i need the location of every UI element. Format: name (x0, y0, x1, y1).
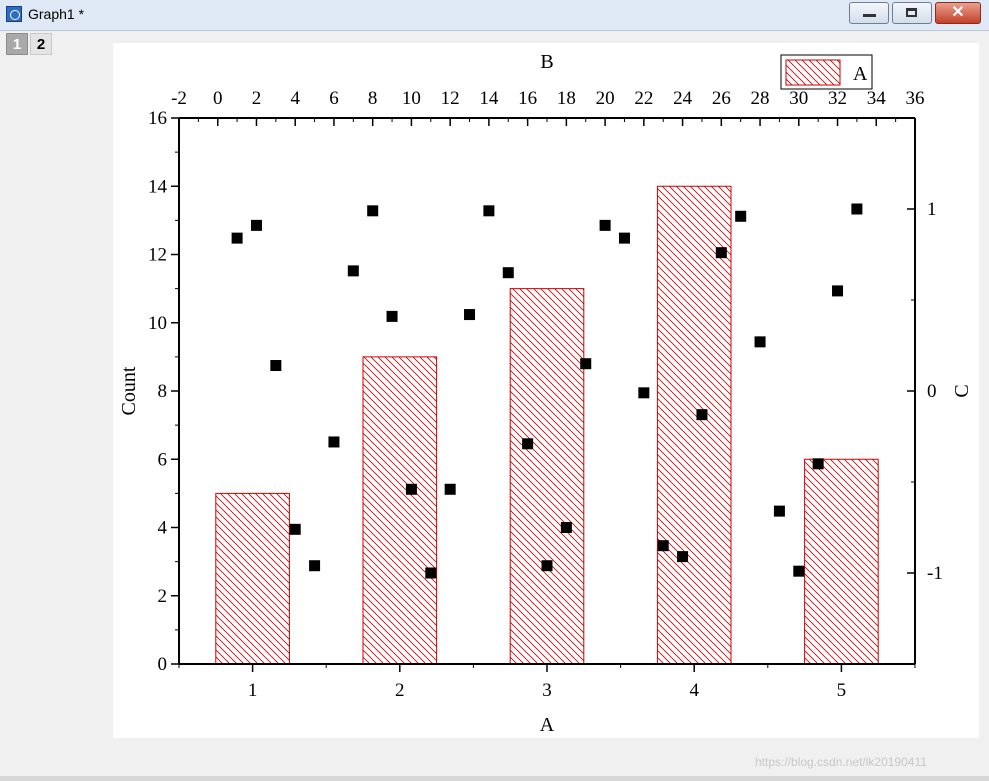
scatter-point-16[interactable] (522, 438, 534, 450)
x-tick-label-5: 5 (837, 680, 847, 701)
y-tick-label-8: 8 (158, 381, 168, 402)
top-tick-label-24: 24 (673, 88, 693, 109)
scatter-point-10[interactable] (405, 483, 417, 495)
top-tick-label-32: 32 (828, 88, 847, 109)
top-tick-label-8: 8 (368, 88, 378, 109)
scatter-point-2[interactable] (250, 219, 262, 231)
scatter-point-33[interactable] (851, 203, 863, 215)
y-axis-title: Count (118, 366, 140, 415)
scatter-point-27[interactable] (735, 210, 747, 222)
maximize-icon (906, 8, 917, 17)
scatter-point-20[interactable] (599, 219, 611, 231)
scatter-point-15[interactable] (502, 267, 514, 279)
top-tick-label-18: 18 (557, 88, 576, 109)
scatter-point-6[interactable] (328, 436, 340, 448)
top-tick-label-16: 16 (518, 88, 537, 109)
y-tick-label-4: 4 (158, 518, 168, 539)
scatter-point-1[interactable] (231, 232, 243, 244)
x-tick-label-3: 3 (542, 680, 552, 701)
top-tick-label-22: 22 (634, 88, 653, 109)
bar-5[interactable] (804, 458, 879, 665)
y-tick-label-2: 2 (158, 586, 168, 607)
top-tick-label-12: 12 (441, 88, 460, 109)
y-tick-label-6: 6 (158, 449, 168, 470)
top-tick-label-6: 6 (329, 88, 339, 109)
bar-2[interactable] (362, 356, 438, 665)
scatter-point-18[interactable] (560, 522, 572, 533)
scatter-point-4[interactable] (289, 523, 301, 535)
scatter-point-24[interactable] (677, 551, 689, 563)
legend-label: A (853, 63, 868, 85)
top-tick-label-14: 14 (479, 88, 499, 109)
legend-swatch (785, 59, 841, 86)
window-title: Graph1 * (28, 6, 85, 22)
scatter-point-28[interactable] (754, 336, 766, 348)
top-tick-label-28: 28 (751, 88, 770, 109)
legend[interactable]: A (780, 54, 873, 90)
right-tick-label-1: 1 (927, 199, 937, 220)
scatter-point-3[interactable] (270, 360, 282, 372)
watermark: https://blog.csdn.net/lk20190411 (755, 755, 927, 769)
minimize-button[interactable] (849, 2, 889, 24)
top-tick-label-30: 30 (789, 88, 808, 109)
close-button[interactable]: ✕ (935, 2, 981, 24)
y-tick-label-16: 16 (148, 108, 167, 129)
scatter-point-31[interactable] (812, 458, 824, 470)
scatter-point-12[interactable] (444, 483, 456, 495)
scatter-point-7[interactable] (347, 265, 359, 277)
bar-3[interactable] (509, 288, 585, 665)
scatter-point-26[interactable] (715, 247, 727, 259)
scatter-point-22[interactable] (638, 387, 650, 399)
top-tick-label-0: 0 (213, 88, 223, 109)
y-tick-label-12: 12 (148, 245, 167, 266)
right-tick-label--1: -1 (927, 563, 943, 584)
scatter-point-17[interactable] (541, 560, 553, 572)
window-titlebar: Graph1 * ✕ (0, 0, 989, 31)
right-axis-title: C (951, 384, 973, 397)
right-tick-label-0: 0 (927, 381, 937, 402)
scatter-point-23[interactable] (657, 540, 669, 552)
top-tick-label-26: 26 (712, 88, 731, 109)
top-tick-label-10: 10 (402, 88, 421, 109)
status-strip (0, 776, 989, 781)
top-tick-label-36: 36 (906, 88, 925, 109)
x-tick-label-2: 2 (395, 680, 405, 701)
close-icon: ✕ (951, 4, 965, 21)
layer-tab-1[interactable]: 1 (6, 33, 28, 55)
y-tick-label-14: 14 (148, 176, 168, 197)
scatter-point-32[interactable] (832, 285, 844, 297)
scatter-point-21[interactable] (618, 232, 630, 244)
scatter-point-29[interactable] (773, 505, 785, 517)
scatter-point-30[interactable] (793, 565, 805, 577)
top-tick-label-20: 20 (596, 88, 615, 109)
top-axis-title: B (540, 51, 553, 73)
x-tick-label-4: 4 (689, 680, 699, 701)
minimize-icon (863, 14, 876, 17)
scatter-point-25[interactable] (696, 409, 708, 421)
graph-window-icon (6, 6, 22, 22)
top-tick-label--2: -2 (171, 88, 187, 109)
top-tick-label-4: 4 (290, 88, 300, 109)
scatter-point-9[interactable] (386, 310, 398, 322)
bar-4[interactable] (656, 185, 732, 665)
x-tick-label-1: 1 (248, 680, 258, 701)
y-tick-label-0: 0 (158, 654, 168, 675)
x-axis-title: A (540, 714, 555, 736)
bar-1[interactable] (215, 492, 290, 665)
maximize-button[interactable] (892, 2, 932, 24)
layer-tab-2[interactable]: 2 (30, 33, 52, 55)
top-tick-label-34: 34 (867, 88, 887, 109)
scatter-point-14[interactable] (483, 205, 495, 217)
scatter-point-13[interactable] (464, 309, 476, 321)
scatter-point-11[interactable] (425, 567, 437, 579)
top-tick-label-2: 2 (252, 88, 262, 109)
scatter-point-8[interactable] (367, 205, 379, 217)
y-tick-label-10: 10 (148, 313, 167, 334)
scatter-point-5[interactable] (309, 560, 321, 572)
scatter-point-19[interactable] (580, 358, 592, 370)
